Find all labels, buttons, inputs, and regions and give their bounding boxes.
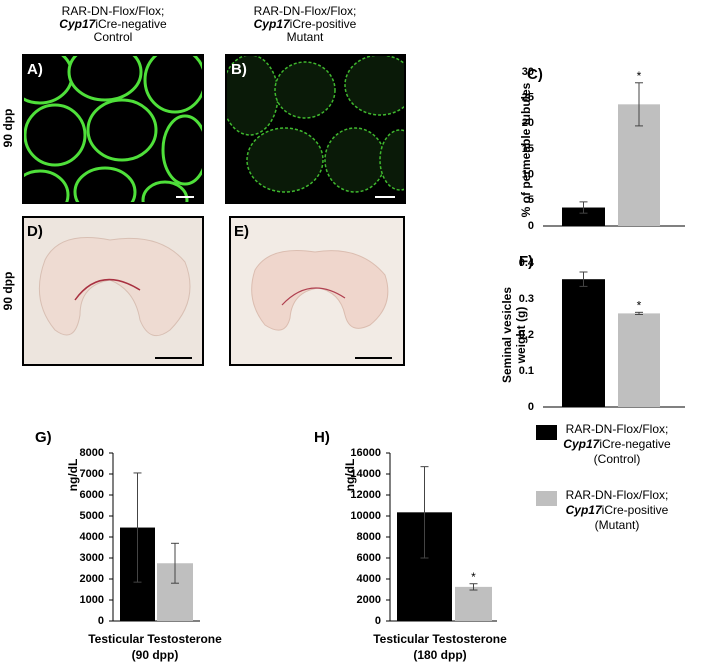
header: Mutant bbox=[287, 30, 324, 44]
header: iCre-positive bbox=[290, 17, 357, 31]
significance-mark: * bbox=[637, 69, 642, 83]
legend-text: (Mutant) bbox=[595, 518, 640, 532]
y-tick-label: 4000 bbox=[357, 573, 381, 585]
error-bar bbox=[635, 82, 643, 127]
header-italic: Cyp17 bbox=[254, 17, 291, 31]
legend-text: RAR-DN-Flox/Flox; bbox=[566, 488, 669, 502]
y-tick-label: 0.4 bbox=[519, 257, 535, 269]
panel-label: E) bbox=[234, 223, 249, 240]
error-bar bbox=[579, 201, 588, 214]
bar bbox=[618, 313, 660, 407]
micrograph bbox=[23, 55, 203, 203]
y-axis-label: weight (g) bbox=[514, 307, 528, 365]
y-tick-label: 16000 bbox=[350, 447, 381, 459]
y-tick-label: 7000 bbox=[80, 468, 104, 480]
error-bar bbox=[133, 472, 142, 583]
error-bar bbox=[469, 583, 478, 591]
panel-label: D) bbox=[27, 223, 43, 240]
significance-mark: * bbox=[637, 298, 642, 312]
header: RAR-DN-Flox/Flox; bbox=[254, 4, 357, 18]
y-tick-label: 10000 bbox=[350, 510, 381, 522]
legend-text: Cyp17iCre-positive bbox=[566, 503, 669, 517]
y-tick-label: 10 bbox=[522, 169, 534, 181]
error-bar bbox=[635, 311, 643, 315]
header: iCre-negative bbox=[95, 17, 167, 31]
y-axis-label: Seminal vesicles bbox=[500, 287, 514, 383]
y-tick-label: 5000 bbox=[80, 510, 104, 522]
error-bar bbox=[579, 271, 588, 287]
y-tick-label: 14000 bbox=[350, 468, 381, 480]
header-italic: Cyp17 bbox=[59, 17, 96, 31]
y-tick-label: 0.3 bbox=[519, 293, 534, 305]
header: RAR-DN-Flox/Flox; bbox=[62, 4, 165, 18]
y-tick-label: 0 bbox=[528, 401, 534, 413]
y-tick-label: 2000 bbox=[357, 594, 381, 606]
y-tick-label: 30 bbox=[522, 66, 534, 78]
y-tick-label: 4000 bbox=[80, 531, 104, 543]
legend-text: Cyp17iCre-negative bbox=[563, 437, 671, 451]
error-bar bbox=[420, 466, 429, 559]
legend-text: iCre-negative bbox=[599, 437, 671, 451]
legend-swatch bbox=[536, 425, 557, 440]
panel-label: F) bbox=[519, 253, 533, 270]
header: Cyp17iCre-negative bbox=[59, 17, 167, 31]
y-axis-label: ng/dL bbox=[66, 459, 80, 492]
y-tick-label: 20 bbox=[522, 117, 534, 129]
panel-label: B) bbox=[231, 61, 247, 78]
image-frame bbox=[22, 54, 204, 204]
y-tick-label: 8000 bbox=[357, 531, 381, 543]
bar bbox=[562, 279, 605, 407]
x-axis-label: Testicular Testosterone bbox=[88, 632, 222, 646]
row-label: 90 dpp bbox=[1, 272, 15, 311]
y-tick-label: 0.1 bbox=[519, 365, 534, 377]
panel-label: H) bbox=[314, 429, 330, 446]
bar bbox=[562, 207, 605, 226]
y-tick-label: 0 bbox=[528, 220, 534, 232]
legend-italic: Cyp17 bbox=[563, 437, 600, 451]
legend-text: (Control) bbox=[594, 452, 641, 466]
header: Control bbox=[94, 30, 133, 44]
panel-label: A) bbox=[27, 61, 43, 78]
y-tick-label: 0 bbox=[98, 615, 104, 627]
y-tick-label: 12000 bbox=[350, 489, 381, 501]
y-tick-label: 3000 bbox=[80, 552, 104, 564]
y-tick-label: 6000 bbox=[357, 552, 381, 564]
legend-text: RAR-DN-Flox/Flox; bbox=[566, 422, 669, 436]
y-tick-label: 0.2 bbox=[519, 329, 534, 341]
y-tick-label: 15 bbox=[522, 143, 534, 155]
y-tick-label: 6000 bbox=[80, 489, 104, 501]
header: Cyp17iCre-positive bbox=[254, 17, 357, 31]
significance-mark: * bbox=[471, 570, 476, 584]
panel-label: G) bbox=[35, 429, 52, 446]
y-tick-label: 1000 bbox=[80, 594, 104, 606]
y-axis-label: % of permeable tubules bbox=[519, 82, 533, 217]
y-tick-label: 5 bbox=[528, 194, 534, 206]
panel-label: C) bbox=[527, 66, 543, 83]
y-tick-label: 8000 bbox=[80, 447, 104, 459]
row-label: 90 dpp bbox=[1, 109, 15, 148]
y-tick-label: 25 bbox=[522, 92, 534, 104]
photo bbox=[22, 216, 204, 366]
image-frame bbox=[225, 54, 406, 204]
micrograph bbox=[226, 55, 405, 203]
bar bbox=[455, 586, 492, 621]
x-axis-label: (90 dpp) bbox=[132, 648, 179, 662]
x-axis-label: Testicular Testosterone bbox=[373, 632, 507, 646]
error-bar bbox=[171, 542, 179, 584]
y-tick-label: 2000 bbox=[80, 573, 104, 585]
legend-italic: Cyp17 bbox=[566, 503, 603, 517]
legend-swatch bbox=[536, 491, 557, 506]
x-axis-label: (180 dpp) bbox=[413, 648, 466, 662]
legend-text: iCre-positive bbox=[602, 503, 669, 517]
y-tick-label: 0 bbox=[375, 615, 381, 627]
photo bbox=[229, 216, 405, 366]
y-axis-label: ng/dL bbox=[343, 459, 357, 492]
